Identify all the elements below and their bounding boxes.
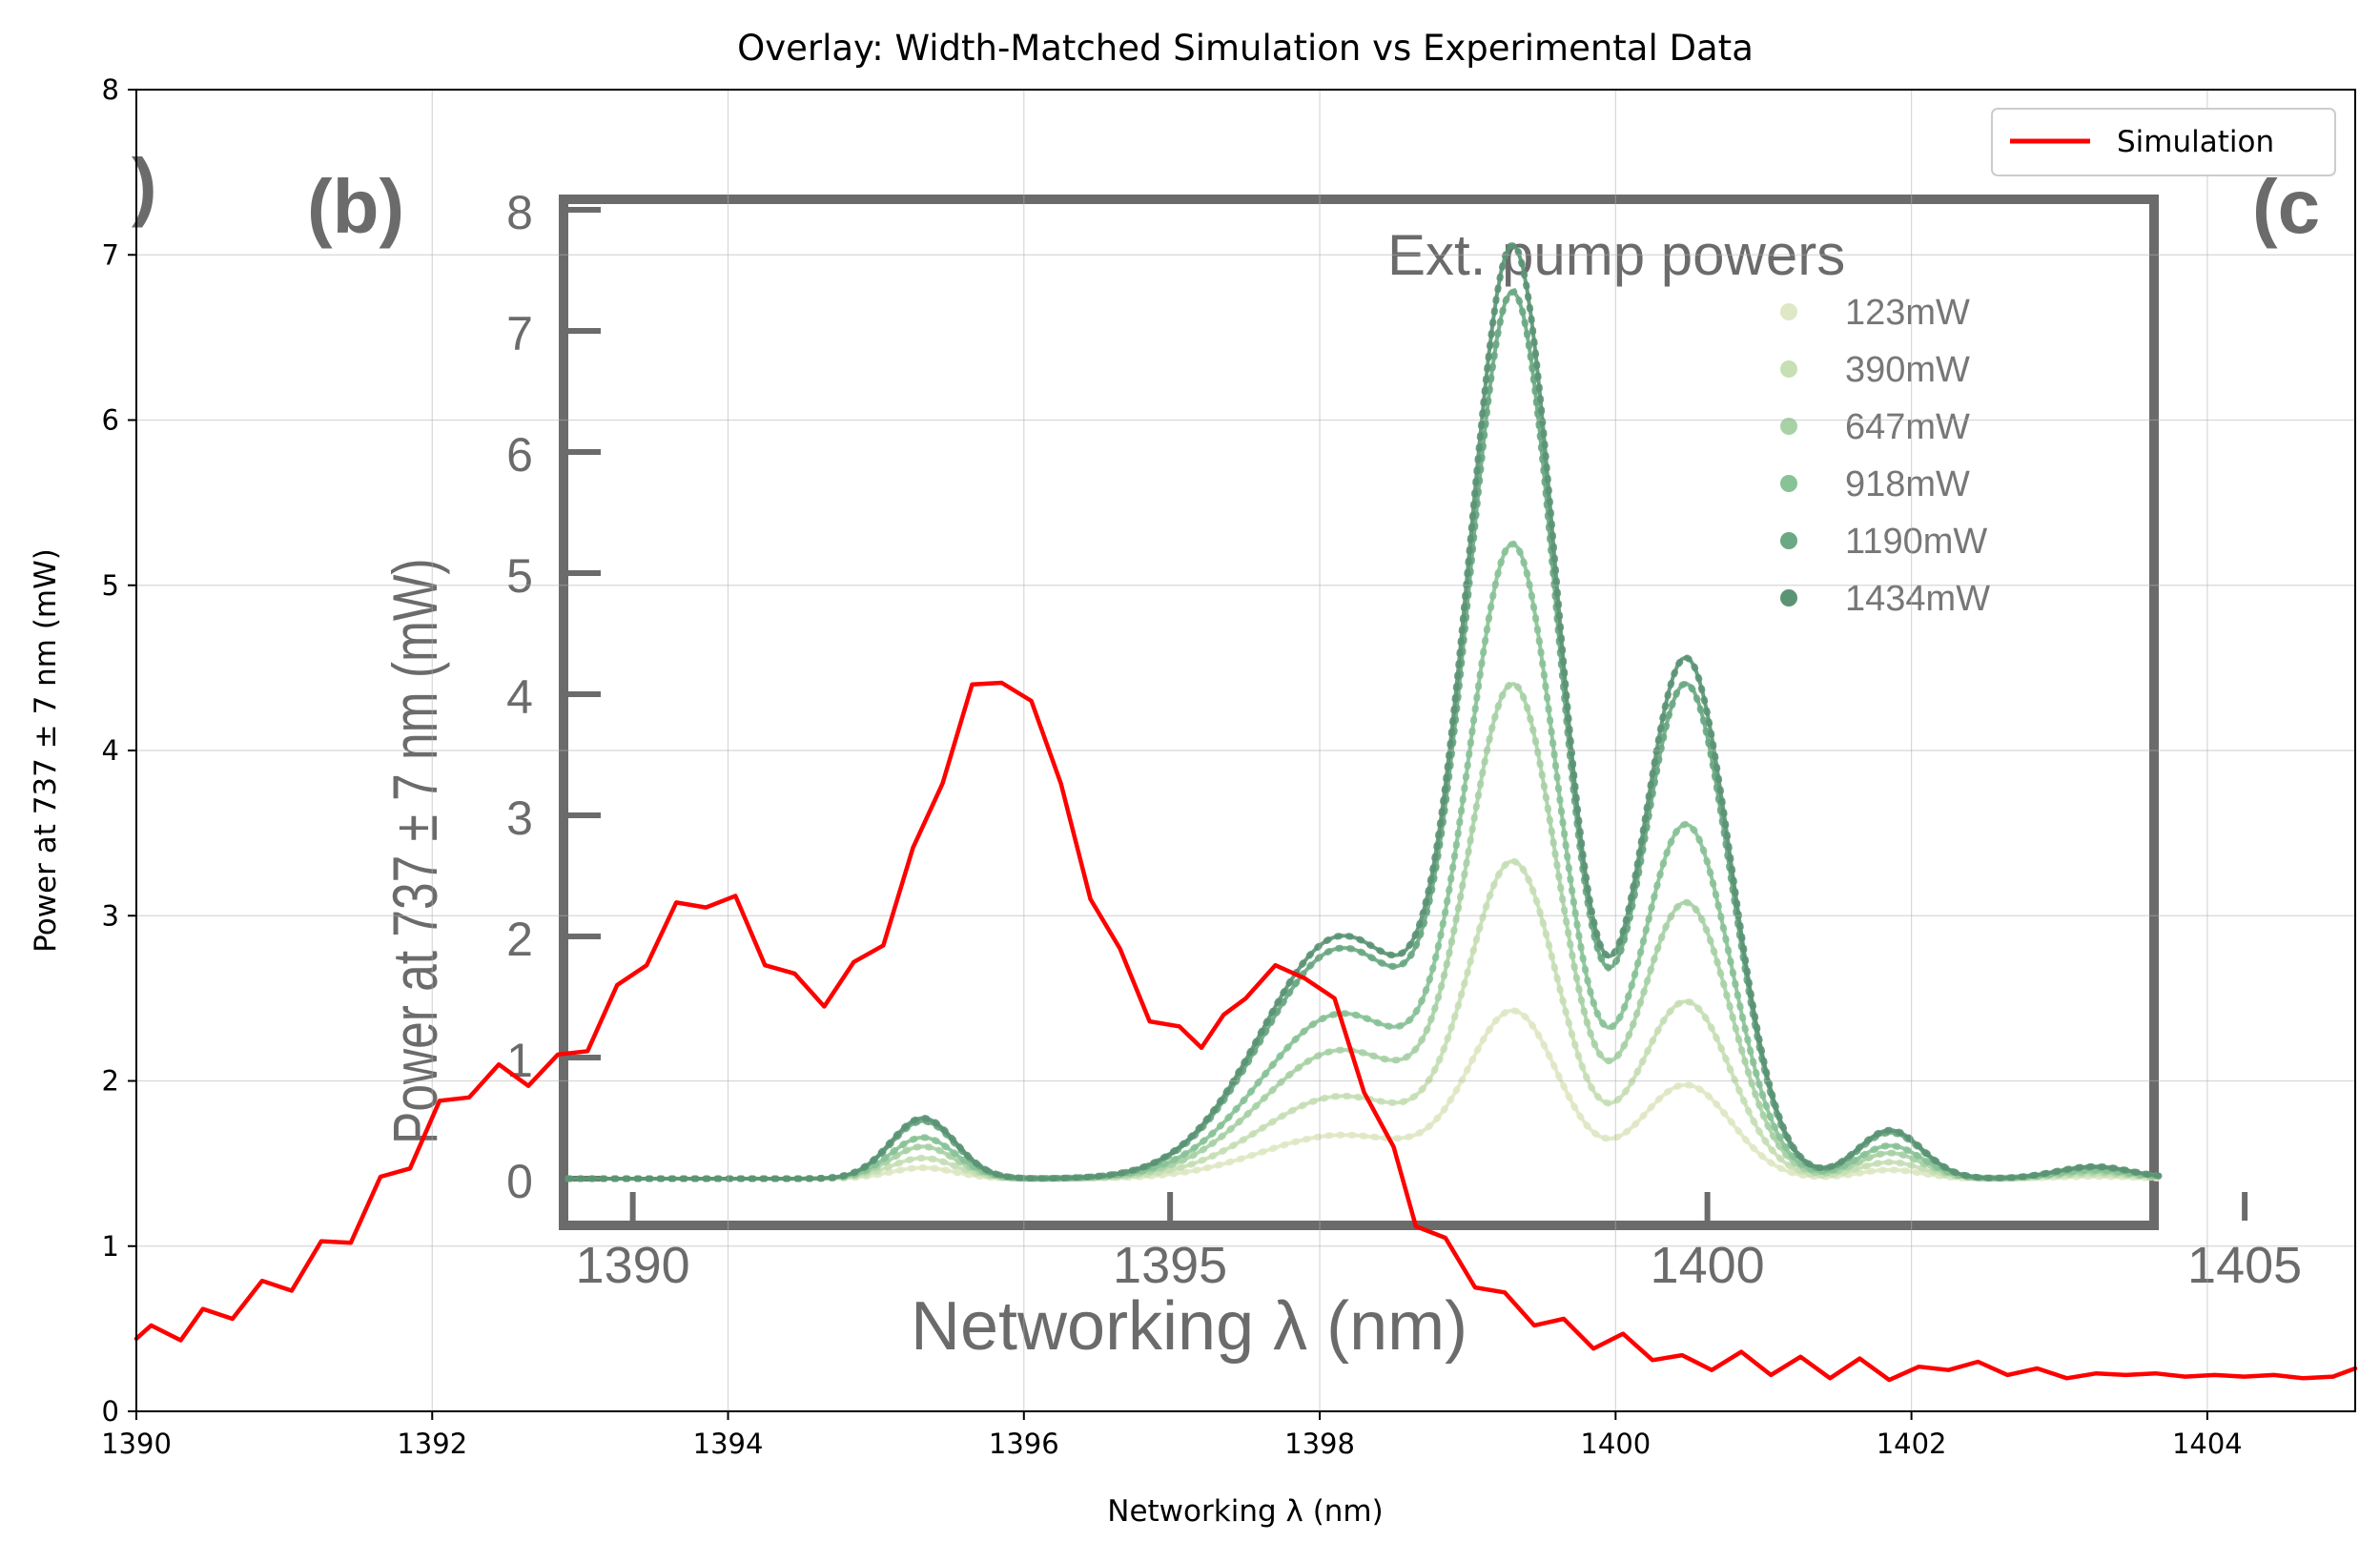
x-axis-ticks: 1390 1392 1394 1396 1398 1400 1402 1404: [101, 1411, 2243, 1460]
y-axis-ticks: 0 1 2 3 4 5 6 7 8: [102, 73, 136, 1428]
inset-legend-marker: [1780, 589, 1797, 606]
x-tick-label: 1400: [1580, 1428, 1651, 1460]
simulation-series-line: [133, 680, 2358, 1383]
inset-legend-label: 918mW: [1845, 464, 1970, 504]
inset-y-tick-label: 0: [506, 1155, 533, 1208]
inset-x-tick-label: 1390: [576, 1237, 690, 1294]
y-tick-label: 0: [102, 1395, 119, 1428]
inset-x-tick-label: 1400: [1651, 1237, 1765, 1294]
inset-y-tick-label: 6: [506, 428, 533, 482]
y-tick-label: 6: [102, 404, 119, 437]
inset-y-tick-label: 7: [506, 307, 533, 360]
inset-legend-marker: [1780, 475, 1797, 492]
x-tick-label: 1404: [2172, 1428, 2243, 1460]
y-tick-label: 3: [102, 899, 119, 932]
x-tick-label: 1390: [101, 1428, 172, 1460]
y-tick-label: 5: [102, 569, 119, 602]
inset-panel-label-b: (b): [307, 164, 404, 249]
y-tick-label: 7: [102, 238, 119, 271]
inset-y-tick-label: 2: [506, 913, 533, 966]
inset-legend-label: 647mW: [1845, 407, 1970, 447]
inset-legend-label: 390mW: [1845, 350, 1970, 390]
inset-curve-line-1434mW: [568, 242, 2160, 1181]
x-tick-label: 1402: [1877, 1428, 1947, 1460]
inset-panel-label-c: (c: [2252, 164, 2320, 249]
inset-frame: [559, 195, 2159, 1230]
inset-x-tick-label: 1405: [2187, 1237, 2302, 1294]
y-tick-label: 2: [102, 1065, 119, 1098]
inset-legend-marker: [1780, 532, 1797, 549]
y-tick-label: 8: [102, 73, 119, 106]
inset-x-tick-label: 1395: [1113, 1237, 1227, 1294]
inset-legend-marker: [1780, 360, 1797, 378]
inset-x-axis-label: Networking λ (nm): [911, 1288, 1467, 1365]
inset-panel-label-a: ): [132, 143, 157, 228]
legend-label-simulation: Simulation: [2117, 125, 2274, 159]
inset-y-tick-label: 5: [506, 549, 533, 603]
x-tick-label: 1394: [693, 1428, 764, 1460]
x-axis-label: Networking λ (nm): [1107, 1494, 1383, 1529]
inset-legend-marker: [1780, 418, 1797, 435]
inset-y-tick-label: 3: [506, 791, 533, 845]
inset-experimental-curves: [564, 240, 2163, 1182]
inset-legend-marker: [1780, 303, 1797, 320]
inset-y-axis-label: Power at 737 ± 7 nm (mW): [380, 558, 451, 1144]
x-tick-label: 1398: [1284, 1428, 1355, 1460]
x-tick-label: 1392: [397, 1428, 467, 1460]
inset-legend-label: 123mW: [1845, 293, 1970, 333]
legend-box: [1991, 108, 2336, 176]
x-tick-label: 1396: [989, 1428, 1059, 1460]
inset-y-tick-label: 8: [506, 186, 533, 239]
inset-legend-label: 1190mW: [1845, 522, 1987, 562]
inset-y-tick-label: 4: [506, 670, 533, 724]
y-tick-label: 1: [102, 1230, 119, 1263]
chart-title: Overlay: Width-Matched Simulation vs Exp…: [737, 28, 1754, 69]
legend: Simulation: [1991, 108, 2336, 176]
y-axis-label: Power at 737 ± 7 nm (mW): [29, 548, 63, 953]
y-tick-label: 4: [102, 734, 119, 767]
